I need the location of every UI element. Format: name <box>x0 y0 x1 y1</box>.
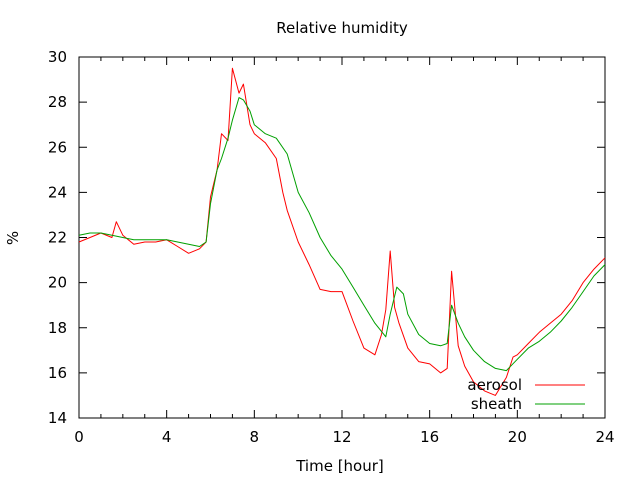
chart-title: Relative humidity <box>276 19 408 37</box>
y-tick-label: 30 <box>48 48 67 66</box>
x-tick-label: 24 <box>595 428 614 446</box>
legend-label-sheath: sheath <box>471 395 522 413</box>
y-tick-label: 16 <box>48 364 67 382</box>
legend-label-aerosol: aerosol <box>467 376 522 394</box>
y-tick-label: 22 <box>48 229 67 247</box>
series-line-sheath <box>78 97 606 372</box>
ticks: 0 4 8 12 16 20 24 14 16 18 20 22 24 26 28 30 <box>48 48 615 446</box>
x-tick-label: 0 <box>74 428 84 446</box>
plot-frame <box>78 56 606 419</box>
y-axis-label: % <box>4 231 22 245</box>
x-tick-label: 20 <box>508 428 527 446</box>
x-tick-label: 12 <box>332 428 351 446</box>
y-tick-label: 20 <box>48 274 67 292</box>
x-tick-label: 8 <box>250 428 260 446</box>
series-line-aerosol <box>78 67 606 396</box>
x-tick-label: 16 <box>420 428 439 446</box>
y-tick-label: 28 <box>48 93 67 111</box>
x-axis-label: Time [hour] <box>295 457 384 475</box>
x-tick-label: 4 <box>162 428 172 446</box>
legend: aerosol sheath <box>467 376 585 413</box>
y-tick-label: 18 <box>48 319 67 337</box>
series <box>78 67 606 396</box>
y-tick-label: 24 <box>48 183 67 201</box>
y-tick-label: 14 <box>48 409 67 427</box>
y-tick-label: 26 <box>48 138 67 156</box>
